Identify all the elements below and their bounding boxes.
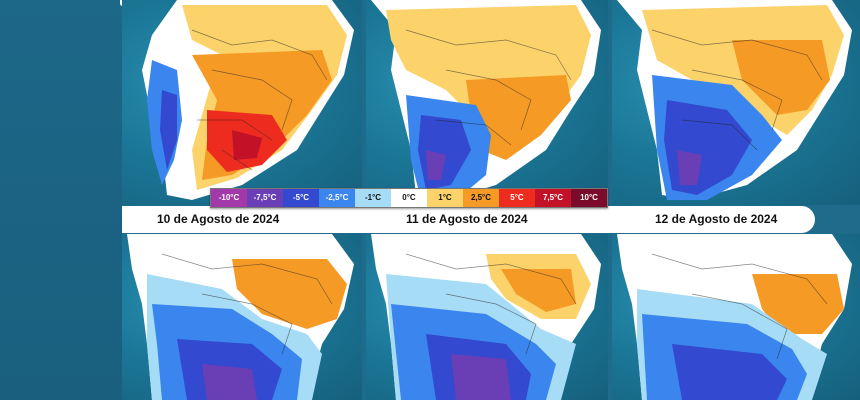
- sidebar-panel: [0, 0, 122, 400]
- temperature-legend: -10°C -7,5°C -5°C -2,5°C -1°C 0°C 1°C 2,5°C 5°C 7…: [210, 188, 608, 208]
- temperature-map-5: [371, 234, 601, 400]
- date-label-2: 11 de Agosto de 2024: [406, 212, 528, 226]
- date-bar: 10 de Agosto de 2024 11 de Agosto de 202…: [122, 206, 815, 233]
- legend-cell: -5°C: [283, 189, 319, 207]
- legend-cell: 0°C: [391, 189, 427, 207]
- map-panel-3: [612, 0, 860, 205]
- legend-cell: 2,5°C: [463, 189, 499, 207]
- temperature-map-6: [617, 234, 852, 400]
- legend-cell: -10°C: [211, 189, 247, 207]
- map-panel-4: [122, 234, 362, 400]
- legend-cell: 10°C: [571, 189, 607, 207]
- legend-cell: -1°C: [355, 189, 391, 207]
- legend-cell: 5°C: [499, 189, 535, 207]
- legend-cell: -7,5°C: [247, 189, 283, 207]
- legend-cell: 7,5°C: [535, 189, 571, 207]
- legend-cell: -2,5°C: [319, 189, 355, 207]
- map-panel-1: [122, 0, 362, 205]
- temperature-map-1: [142, 0, 354, 200]
- temperature-map-2: [371, 0, 601, 200]
- map-panel-2: [366, 0, 608, 205]
- legend-cell: 1°C: [427, 189, 463, 207]
- map-panel-6: [612, 234, 860, 400]
- temperature-map-3: [617, 0, 852, 200]
- map-panel-5: [366, 234, 608, 400]
- date-label-3: 12 de Agosto de 2024: [655, 212, 778, 226]
- temperature-map-4: [127, 234, 354, 400]
- date-label-1: 10 de Agosto de 2024: [157, 212, 280, 226]
